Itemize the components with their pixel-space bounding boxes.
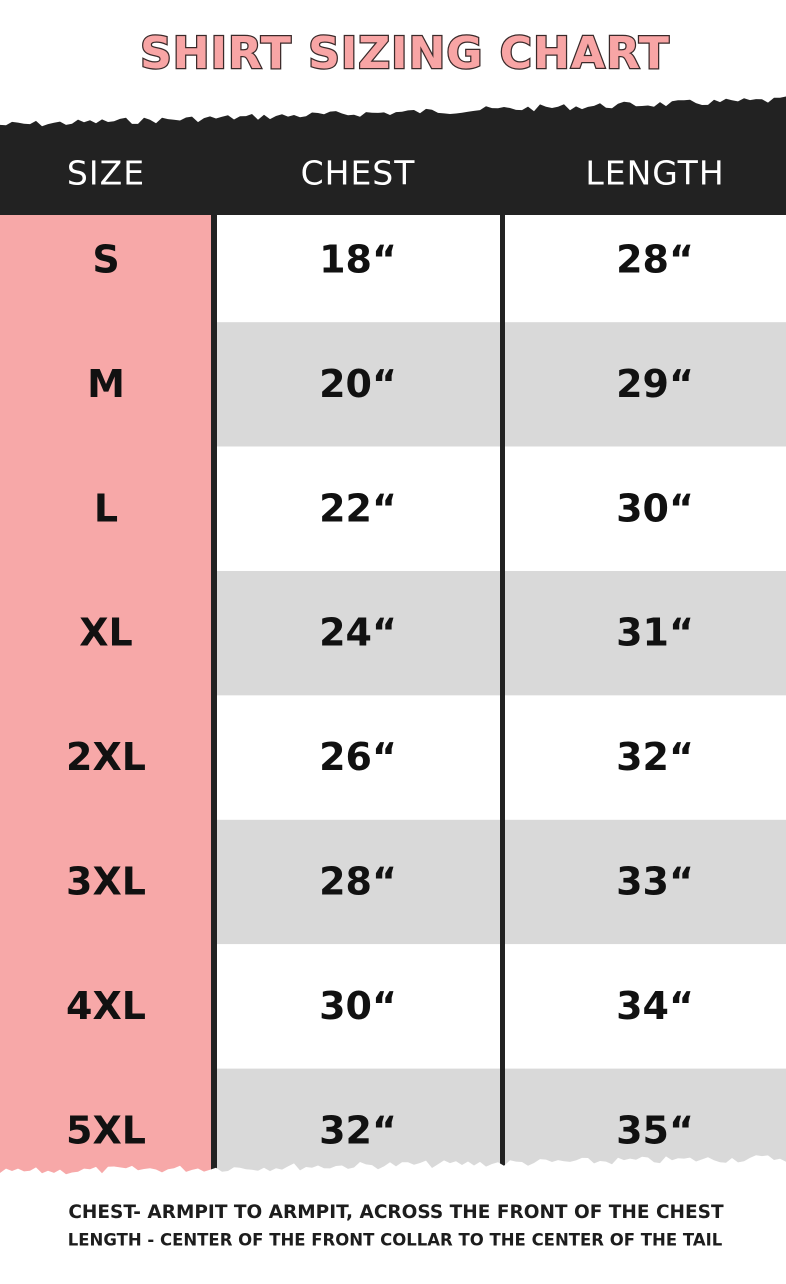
size-cell: 3XL [66,860,146,904]
torn-edge [0,1155,786,1280]
measure-cell: 35“ [616,1108,694,1152]
measure-cell: 30“ [319,984,397,1028]
size-cell: 4XL [66,984,146,1028]
measure-cell: 28“ [616,238,694,282]
measure-cell: 34“ [616,984,694,1028]
measure-cell: 30“ [616,486,694,530]
size-cell: M [87,362,125,406]
table: SIZE CHEST LENGTH S 18“ 28“ M 20“ 29“ L 22“ 30“ XL 24… [0,96,786,1280]
size-cell: 5XL [66,1108,146,1152]
size-cell: 2XL [66,735,146,779]
size-column-bg [0,215,212,1180]
measure-cell: 31“ [616,611,694,655]
measure-cell: 29“ [616,362,694,406]
footer-note: CHEST- ARMPIT TO ARMPIT, ACROSS THE FRON… [68,1202,724,1223]
column-header: CHEST [301,154,416,193]
size-cell: S [92,238,119,282]
measure-cell: 24“ [319,611,397,655]
measure-cell: 20“ [319,362,397,406]
measure-cell: 26“ [319,735,397,779]
measure-cell: 32“ [616,735,694,779]
measure-cell: 18“ [319,238,397,282]
title: SHIRT SIZING CHART [140,28,670,79]
measure-cell: 33“ [616,860,694,904]
measure-cell: 22“ [319,486,397,530]
measure-cell: 32“ [319,1108,397,1152]
divider [211,215,217,1180]
size-cell: L [94,486,118,530]
measure-cell: 28“ [319,860,397,904]
column-header: LENGTH [585,154,724,193]
footer-note: LENGTH - CENTER OF THE FRONT COLLAR TO T… [68,1231,723,1250]
divider [500,215,505,1180]
size-cell: XL [79,611,133,655]
header-band [0,96,786,215]
column-header: SIZE [67,154,145,193]
